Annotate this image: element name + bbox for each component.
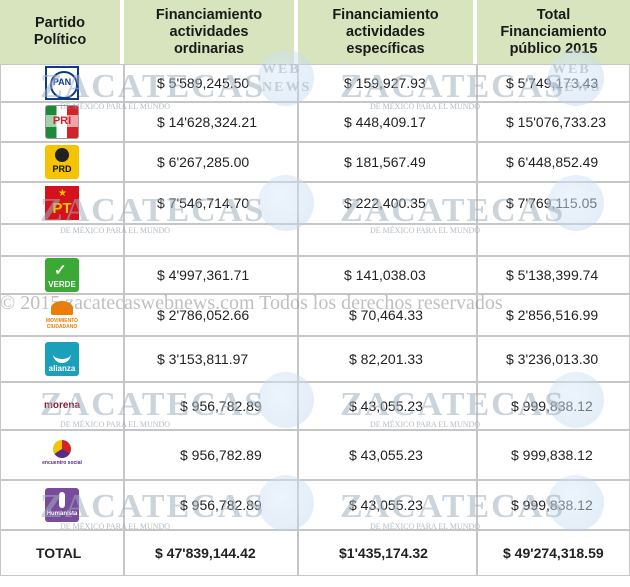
table-row-logo: ✓ VERDE: [0, 256, 124, 294]
total-ordinary: $ 47'839,144.42: [124, 530, 298, 576]
table-row-logo: PRI: [0, 102, 124, 142]
cell-total: $ 15'076,733.23: [477, 102, 630, 142]
header-specific: Financiamiento actividades específicas: [298, 0, 473, 64]
pan-logo-text: PAN: [52, 77, 72, 87]
alianza-logo-text: alianza: [48, 364, 76, 373]
cell-total: $ 3'236,013.30: [477, 336, 630, 382]
total-label: TOTAL: [0, 530, 124, 576]
cell-total: $ 5'138,399.74: [477, 256, 630, 294]
cell-specific: $ 43,055.23: [298, 480, 477, 530]
cell-total: $ 999,838.12: [477, 382, 630, 430]
empty-cell: [124, 224, 298, 256]
pt-logo-text: PT: [52, 200, 72, 217]
header-specific-text: Financiamiento actividades específicas: [332, 6, 439, 57]
table-row-logo: morena: [0, 382, 124, 430]
table-row-logo: Humanista: [0, 480, 124, 530]
movimiento-ciudadano-logo-icon: MOVIMIENTO CIUDADANO: [45, 298, 79, 332]
prd-logo-text: PRD: [52, 164, 72, 174]
cell-specific: $ 448,409.17: [298, 102, 477, 142]
cell-total: $ 5'749,173.43: [477, 64, 630, 102]
cell-specific: $ 43,055.23: [298, 430, 477, 480]
empty-cell: [298, 224, 477, 256]
header-party-text: Partido Político: [33, 15, 87, 48]
total-total: $ 49'274,318.59: [477, 530, 630, 576]
encuentro-social-logo-text: encuentro social: [42, 460, 82, 466]
total-specific: $1'435,174.32: [298, 530, 477, 576]
empty-cell: [0, 224, 124, 256]
cell-specific: $ 43,055.23: [298, 382, 477, 430]
pt-logo-icon: ★ PT: [45, 186, 79, 220]
cell-ordinary: $ 4'997,361.71: [124, 256, 298, 294]
verde-logo-icon: ✓ VERDE: [45, 258, 79, 292]
verde-logo-text: VERDE: [48, 280, 76, 289]
header-total-text: Total Financiamiento público 2015: [500, 6, 607, 57]
cell-specific: $ 70,464.33: [298, 294, 477, 336]
cell-specific: $ 159,927.93: [298, 64, 477, 102]
cell-total: $ 999,838.12: [477, 430, 630, 480]
cell-total: $ 999,838.12: [477, 480, 630, 530]
cell-specific: $ 141,038.03: [298, 256, 477, 294]
cell-total: $ 6'448,852.49: [477, 142, 630, 182]
cell-specific: $ 82,201.33: [298, 336, 477, 382]
header-party: Partido Político: [0, 0, 120, 64]
cell-ordinary: $ 14'628,324.21: [124, 102, 298, 142]
cell-ordinary: $ 6'267,285.00: [124, 142, 298, 182]
table-row-logo: alianza: [0, 336, 124, 382]
cell-ordinary: $ 3'153,811.97: [124, 336, 298, 382]
table-row-logo: MOVIMIENTO CIUDADANO: [0, 294, 124, 336]
cell-ordinary: $ 956,782.89: [124, 382, 298, 430]
humanista-logo-icon: Humanista: [45, 488, 79, 522]
table-row-logo: PRD: [0, 142, 124, 182]
header-ordinary-text: Financiamiento actividades ordinarias: [155, 6, 263, 57]
prd-logo-icon: PRD: [45, 145, 79, 179]
pan-logo-icon: PAN: [45, 66, 79, 100]
mc-logo-text: MOVIMIENTO CIUDADANO: [45, 318, 79, 330]
nueva-alianza-logo-icon: alianza: [45, 342, 79, 376]
pri-logo-icon: PRI: [45, 105, 79, 139]
cell-total: $ 2'856,516.99: [477, 294, 630, 336]
table-row-logo: ★ PT: [0, 182, 124, 224]
cell-ordinary: $ 7'546,714.70: [124, 182, 298, 224]
encuentro-social-logo-icon: encuentro social: [42, 438, 82, 472]
cell-ordinary: $ 956,782.89: [124, 480, 298, 530]
humanista-logo-text: Humanista: [46, 511, 78, 517]
morena-logo-text: morena: [43, 400, 81, 411]
header-total: Total Financiamiento público 2015: [477, 0, 630, 64]
pri-logo-text: PRI: [46, 115, 78, 127]
header-ordinary: Financiamiento actividades ordinarias: [124, 0, 294, 64]
cell-total: $ 7'769,115.05: [477, 182, 630, 224]
cell-ordinary: $ 5'589,245.50: [124, 64, 298, 102]
cell-specific: $ 181,567.49: [298, 142, 477, 182]
table-row-logo: encuentro social: [0, 430, 124, 480]
table-row-logo: PAN: [0, 64, 124, 102]
cell-ordinary: $ 2'786,052.66: [124, 294, 298, 336]
cell-specific: $ 222,400.35: [298, 182, 477, 224]
empty-cell: [477, 224, 630, 256]
cell-ordinary: $ 956,782.89: [124, 430, 298, 480]
morena-logo-icon: morena: [37, 389, 87, 423]
